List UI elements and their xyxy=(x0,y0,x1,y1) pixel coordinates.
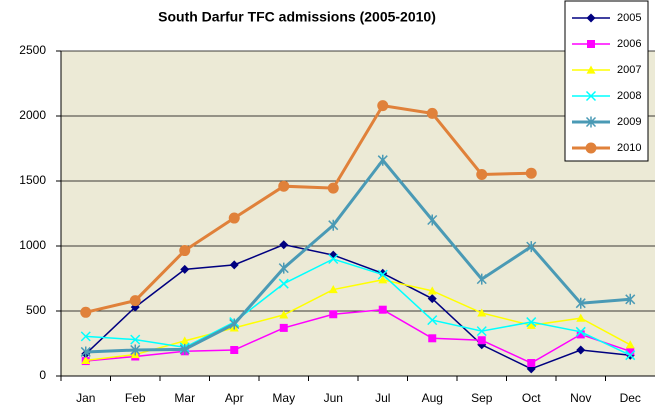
marker xyxy=(180,264,190,274)
marker xyxy=(576,313,586,322)
y-tick-label: 0 xyxy=(39,368,46,382)
marker xyxy=(575,326,586,337)
marker xyxy=(129,295,141,307)
marker xyxy=(427,286,437,295)
marker xyxy=(575,297,586,309)
marker xyxy=(81,355,91,364)
legend-marker xyxy=(586,65,596,74)
marker xyxy=(230,346,239,354)
series-line xyxy=(85,157,631,354)
legend-label: 2006 xyxy=(617,38,641,50)
marker xyxy=(378,268,388,278)
legend-marker xyxy=(587,40,595,48)
x-tick-label: Jul xyxy=(375,391,390,405)
marker xyxy=(625,340,635,349)
marker xyxy=(526,320,536,329)
marker xyxy=(130,334,141,345)
legend-marker xyxy=(586,13,596,23)
marker xyxy=(80,306,92,318)
marker xyxy=(378,275,388,284)
marker xyxy=(427,214,438,226)
marker xyxy=(229,318,240,330)
series-line xyxy=(85,103,532,314)
marker xyxy=(327,182,339,194)
marker xyxy=(526,317,537,328)
legend-label: 2008 xyxy=(617,90,641,102)
marker xyxy=(526,241,537,253)
marker xyxy=(477,336,486,345)
y-tick-label: 1500 xyxy=(19,173,46,187)
marker xyxy=(477,308,487,317)
marker xyxy=(476,169,488,180)
marker xyxy=(229,260,239,270)
marker xyxy=(228,212,240,224)
x-tick-label: May xyxy=(272,391,295,405)
marker xyxy=(180,336,190,345)
x-tick-label: Aug xyxy=(422,391,443,405)
marker xyxy=(377,154,388,166)
marker xyxy=(328,285,338,294)
marker xyxy=(427,294,437,304)
legend-label: 2010 xyxy=(617,142,641,154)
x-tick-label: Feb xyxy=(125,391,146,405)
marker xyxy=(377,100,389,112)
marker xyxy=(378,305,387,314)
y-tick-label: 1000 xyxy=(19,238,46,252)
legend-marker xyxy=(585,90,597,102)
marker xyxy=(476,273,487,285)
marker xyxy=(80,331,91,342)
marker xyxy=(328,219,339,231)
marker xyxy=(625,293,636,305)
marker xyxy=(527,359,536,367)
x-tick-label: Dec xyxy=(620,391,641,405)
y-tick-label: 500 xyxy=(26,303,46,317)
marker xyxy=(476,326,487,337)
series-line xyxy=(85,308,631,364)
series-line xyxy=(85,258,631,356)
legend-box xyxy=(564,0,649,162)
marker xyxy=(279,323,288,332)
marker xyxy=(329,310,338,319)
y-tick-label: 2000 xyxy=(19,108,46,122)
x-tick-label: Jan xyxy=(76,391,95,405)
x-tick-label: Nov xyxy=(570,391,591,405)
x-tick-label: Sep xyxy=(471,391,493,405)
marker xyxy=(130,344,141,356)
marker xyxy=(428,334,437,343)
chart-title: South Darfur TFC admissions (2005-2010) xyxy=(158,9,436,25)
marker xyxy=(179,343,190,355)
x-tick-label: Oct xyxy=(522,391,541,405)
legend-label: 2009 xyxy=(617,116,641,128)
marker xyxy=(426,107,438,119)
marker xyxy=(626,347,635,356)
marker xyxy=(80,346,91,358)
marker xyxy=(328,253,339,265)
legend-marker xyxy=(585,116,597,128)
marker xyxy=(427,315,438,326)
x-tick-label: Jun xyxy=(324,391,343,405)
marker xyxy=(525,167,537,179)
marker xyxy=(278,278,289,289)
legend-label: 2005 xyxy=(617,12,641,24)
series-line xyxy=(85,243,631,370)
legend-marker xyxy=(585,142,597,154)
marker xyxy=(179,245,191,257)
x-tick-label: Apr xyxy=(225,391,244,405)
y-tick-label: 2500 xyxy=(19,43,46,57)
marker xyxy=(576,330,585,339)
marker xyxy=(279,310,289,319)
marker xyxy=(377,269,388,280)
legend-label: 2007 xyxy=(617,64,641,76)
marker xyxy=(576,345,586,355)
marker xyxy=(278,180,290,192)
marker xyxy=(279,240,289,250)
marker xyxy=(625,350,636,361)
marker xyxy=(278,262,289,274)
x-tick-label: Mar xyxy=(174,391,195,405)
